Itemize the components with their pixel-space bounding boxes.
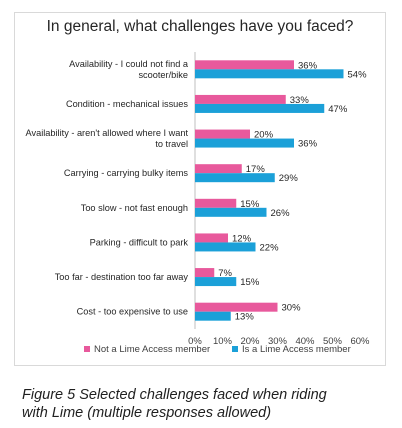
bar-non-member [195,94,286,104]
bar-non-member [195,60,294,70]
legend-label: Not a Lime Access member [94,344,210,355]
figure-caption: Figure 5 Selected challenges faced when … [22,386,392,422]
bar-non-member [195,198,237,208]
data-label: 15% [240,199,260,210]
data-label: 13% [235,312,255,323]
bar-non-member [195,164,242,174]
category-label: Availability - aren't allowed where I wa… [26,128,189,138]
bar-non-member [195,302,278,312]
data-label: 26% [271,208,291,219]
legend-label: Is a Lime Access member [242,344,351,355]
bar-non-member [195,129,250,139]
x-tick-label: 30% [268,336,288,347]
data-label: 22% [260,242,280,253]
category-labels: Availability - I could not find ascooter… [26,59,189,317]
category-label: Parking - difficult to park [90,237,189,247]
data-label: 15% [240,277,260,288]
data-label: 36% [298,60,318,71]
x-tick-label: 50% [323,336,343,347]
bar-member [195,207,267,217]
legend-swatch [84,346,90,352]
x-tick-label: 20% [240,336,260,347]
data-label: 54% [348,69,368,80]
bar-non-member [195,268,215,278]
category-label: Carrying - carrying bulky items [64,168,188,178]
category-label: Availability - I could not find a [69,59,189,69]
bar-non-member [195,233,228,243]
category-label: to travel [155,139,188,149]
data-label: 33% [290,95,310,106]
bar-member [195,242,256,252]
data-label: 20% [254,130,274,141]
bar-member [195,311,231,321]
category-label: Cost - too expensive to use [77,307,188,317]
legend: Not a Lime Access member Is a Lime Access… [84,344,351,355]
bars [195,60,344,321]
chart-title: In general, what challenges have you fac… [46,18,354,35]
data-label: 12% [232,233,252,244]
x-tick-label: 10% [213,336,233,347]
data-labels: 36% 54% 33% 47% 20% 36% 17% 29% 15% 26% 12% 22% 7% 15… [218,60,367,322]
data-label: 17% [246,164,266,175]
data-label: 7% [218,268,232,279]
category-label: Too far - destination too far away [55,272,189,282]
bar-member [195,138,294,148]
caption-line-1: Figure 5 Selected challenges faced when … [22,387,327,403]
x-tick-label: 40% [295,336,315,347]
category-label: Too slow - not fast enough [81,203,188,213]
data-label: 36% [298,139,318,150]
bar-member [195,69,344,79]
bar-member [195,173,275,183]
x-tick-label: 0% [188,336,202,347]
bar-member [195,103,325,113]
category-label: Condition - mechanical issues [66,99,188,109]
caption-line-2: with Lime (multiple responses allowed) [22,405,272,421]
data-label: 47% [328,104,348,115]
legend-swatch [232,346,238,352]
x-tick-label: 60% [350,336,370,347]
bar-member [195,277,237,287]
category-label: scooter/bike [138,70,188,80]
data-label: 29% [279,173,299,184]
data-label: 30% [282,303,302,314]
